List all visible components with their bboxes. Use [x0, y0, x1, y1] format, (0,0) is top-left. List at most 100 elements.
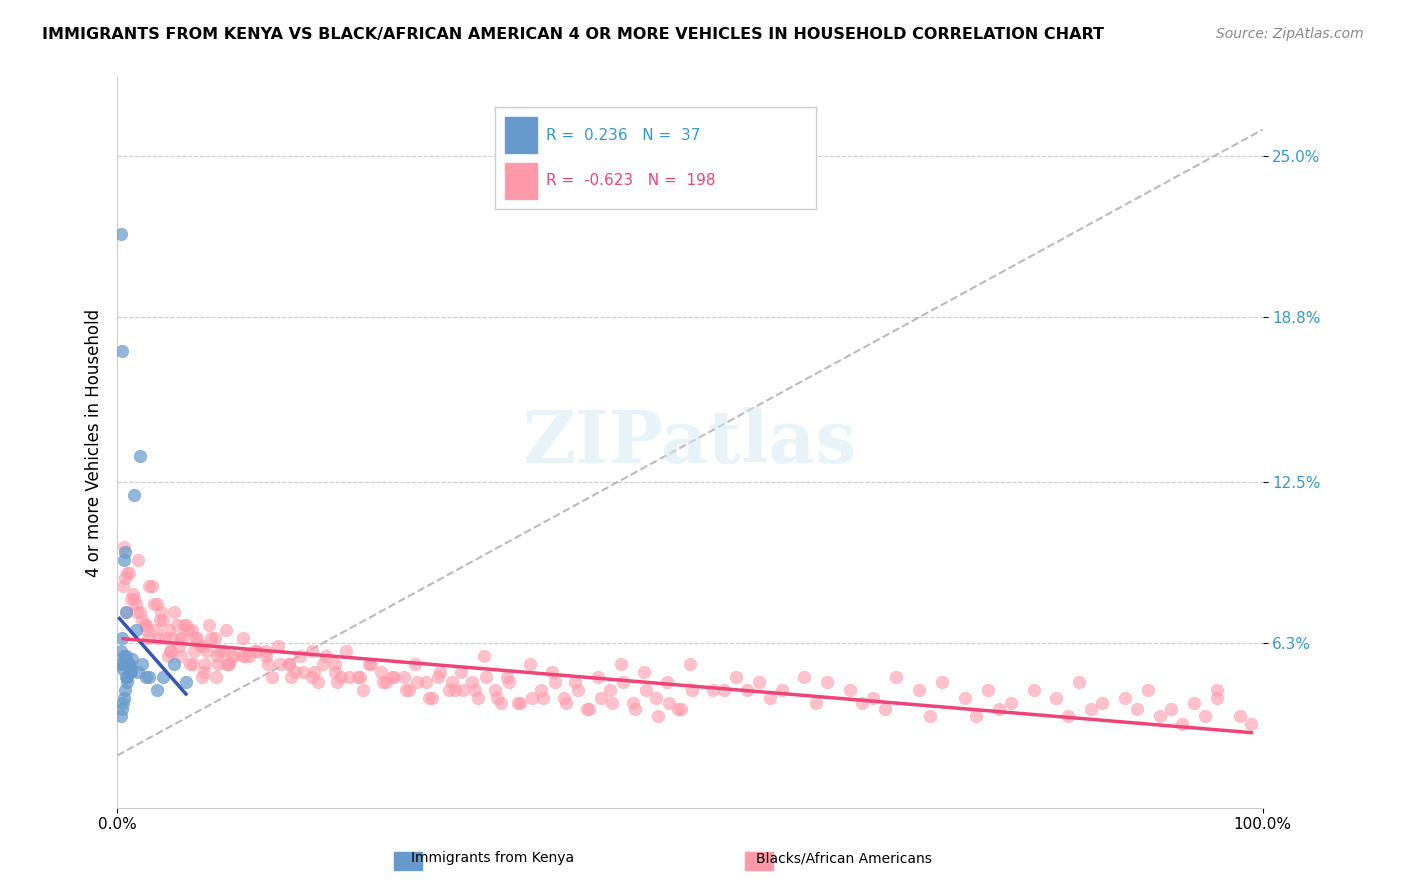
Point — [1057, 709, 1080, 723]
Point — [135, 670, 157, 684]
Point — [702, 683, 724, 698]
Point — [759, 691, 782, 706]
Point — [467, 691, 489, 706]
Point — [1000, 697, 1022, 711]
Point — [323, 657, 346, 672]
Point — [498, 675, 520, 690]
Point — [177, 624, 200, 638]
Point — [111, 663, 134, 677]
Point — [238, 649, 260, 664]
Point — [110, 709, 132, 723]
Point — [647, 709, 669, 723]
Point — [179, 657, 201, 672]
Point — [193, 665, 215, 679]
Text: Blacks/African Americans: Blacks/African Americans — [755, 851, 932, 865]
Point — [404, 657, 426, 672]
Point — [184, 631, 207, 645]
Point — [439, 683, 461, 698]
Point — [148, 613, 170, 627]
Point — [222, 649, 245, 664]
Point — [360, 657, 382, 672]
Point — [111, 579, 134, 593]
Point — [115, 649, 138, 664]
Point — [1080, 701, 1102, 715]
Point — [209, 644, 232, 658]
Point — [1171, 717, 1194, 731]
Point — [415, 675, 437, 690]
Point — [839, 683, 862, 698]
Point — [395, 683, 418, 698]
Point — [1137, 683, 1160, 698]
Point — [254, 644, 277, 658]
Point — [243, 644, 266, 658]
Point — [115, 605, 138, 619]
Point — [124, 592, 146, 607]
Point — [124, 488, 146, 502]
Point — [138, 670, 160, 684]
Text: IMMIGRANTS FROM KENYA VS BLACK/AFRICAN AMERICAN 4 OR MORE VEHICLES IN HOUSEHOLD : IMMIGRANTS FROM KENYA VS BLACK/AFRICAN A… — [42, 27, 1104, 42]
Point — [112, 691, 135, 706]
Point — [398, 683, 420, 698]
Point — [484, 683, 506, 698]
Point — [509, 697, 531, 711]
Point — [681, 683, 703, 698]
Point — [464, 683, 486, 698]
Point — [173, 618, 195, 632]
Point — [1069, 675, 1091, 690]
Point — [278, 657, 301, 672]
Point — [862, 691, 884, 706]
Point — [301, 644, 323, 658]
Point — [174, 618, 197, 632]
Text: Immigrants from Kenya: Immigrants from Kenya — [411, 851, 574, 865]
Point — [931, 675, 953, 690]
Point — [541, 665, 564, 679]
Point — [451, 683, 474, 698]
Point — [152, 613, 174, 627]
Point — [669, 701, 692, 715]
Point — [748, 675, 770, 690]
Point — [159, 644, 181, 658]
Point — [280, 670, 302, 684]
Point — [544, 675, 567, 690]
Point — [254, 649, 277, 664]
Point — [172, 631, 194, 645]
Point — [163, 605, 186, 619]
Point — [1205, 683, 1227, 698]
Point — [301, 670, 323, 684]
Point — [117, 657, 139, 672]
Point — [381, 670, 404, 684]
Point — [644, 691, 666, 706]
Point — [207, 657, 229, 672]
Point — [1160, 701, 1182, 715]
Point — [329, 670, 352, 684]
Point — [211, 644, 233, 658]
Point — [291, 665, 314, 679]
Point — [120, 592, 142, 607]
Point — [108, 657, 131, 672]
Point — [167, 639, 190, 653]
Text: Source: ZipAtlas.com: Source: ZipAtlas.com — [1216, 27, 1364, 41]
Point — [1182, 697, 1205, 711]
Point — [217, 657, 239, 672]
Point — [406, 675, 429, 690]
Point — [191, 670, 214, 684]
Point — [382, 670, 405, 684]
Point — [117, 657, 139, 672]
Point — [668, 701, 690, 715]
Point — [129, 605, 152, 619]
Point — [1022, 683, 1045, 698]
Point — [1229, 709, 1251, 723]
Point — [191, 639, 214, 653]
Point — [215, 624, 238, 638]
Point — [506, 697, 529, 711]
Point — [519, 657, 541, 672]
Point — [495, 670, 517, 684]
Point — [174, 675, 197, 690]
Point — [349, 670, 371, 684]
Point — [152, 670, 174, 684]
Point — [472, 649, 495, 664]
Point — [564, 675, 586, 690]
Point — [117, 670, 139, 684]
Point — [117, 566, 139, 580]
Point — [186, 631, 208, 645]
